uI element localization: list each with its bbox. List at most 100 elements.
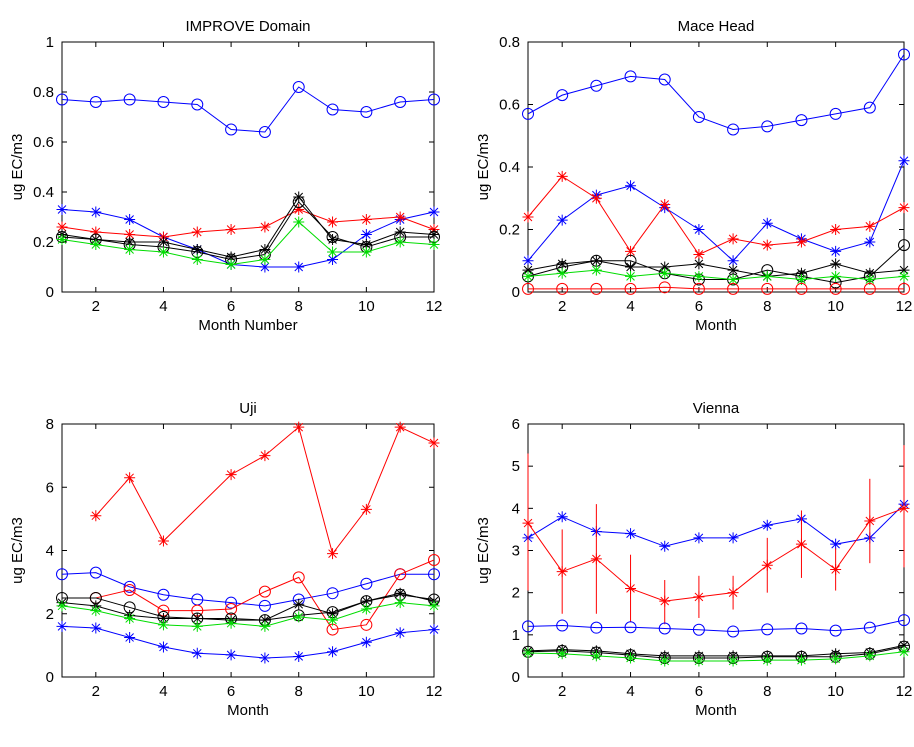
x-axis-label: Month	[227, 702, 269, 719]
data-point-star	[625, 180, 637, 192]
data-point-star	[693, 249, 705, 260]
data-point-star	[898, 639, 910, 651]
data-point-star	[693, 591, 705, 603]
data-point-circle	[692, 111, 705, 123]
x-tick-label: 10	[358, 298, 375, 315]
data-point-star	[124, 244, 136, 255]
data-point-circle	[292, 81, 305, 93]
series-6	[56, 216, 440, 270]
data-point-circle	[360, 577, 373, 590]
data-point-star	[830, 245, 842, 257]
data-point-circle	[326, 587, 339, 600]
data-point-star	[693, 258, 705, 270]
y-axis-label: ug EC/m3	[9, 517, 26, 584]
series-1	[522, 498, 910, 552]
data-point-star	[360, 603, 372, 615]
x-tick-label: 6	[695, 683, 703, 700]
series-line	[527, 175, 905, 256]
plot-frame	[527, 41, 905, 293]
y-tick-label: 0.8	[499, 34, 520, 51]
data-point-star	[327, 614, 339, 626]
data-point-circle	[692, 623, 705, 636]
data-point-star	[761, 519, 773, 531]
y-axis-label: ug EC/m3	[475, 134, 492, 201]
y-tick-label: 0.6	[499, 97, 520, 114]
data-point-star	[625, 652, 637, 664]
data-point-star	[428, 206, 440, 218]
data-point-star	[556, 170, 568, 182]
data-point-circle	[292, 571, 305, 584]
data-point-circle	[727, 625, 740, 638]
data-point-star	[625, 245, 637, 257]
data-point-circle	[590, 282, 603, 295]
data-point-star	[590, 264, 602, 276]
data-point-star	[56, 221, 68, 233]
data-point-circle	[556, 282, 569, 295]
data-point-star	[394, 597, 406, 609]
x-tick-label: 4	[159, 683, 167, 700]
data-point-star	[259, 652, 271, 664]
x-axis-label: Month Number	[198, 317, 297, 334]
data-point-star	[191, 647, 203, 659]
data-point-star	[659, 261, 671, 273]
chart-panel-1: IMPROVE Domain 2 4 6 8 10 12 0 0.2 0.4 0.6 0.8 1 Mont…	[9, 18, 442, 334]
x-tick-label: 12	[896, 683, 913, 700]
data-point-star	[522, 255, 534, 267]
data-point-star	[795, 267, 807, 279]
data-point-circle	[428, 93, 440, 106]
data-point-star	[659, 267, 671, 279]
data-point-circle	[795, 622, 808, 635]
data-point-star	[864, 267, 876, 279]
data-point-star	[556, 566, 568, 578]
data-point-star	[693, 655, 705, 667]
data-point-circle	[225, 123, 238, 136]
data-point-star	[795, 236, 807, 248]
data-point-star	[293, 204, 305, 215]
series-line	[61, 201, 434, 261]
x-tick-label: 6	[227, 298, 235, 315]
data-point-star	[293, 421, 305, 433]
series-line	[527, 54, 905, 131]
series-7	[522, 281, 910, 295]
data-point-star	[522, 517, 534, 529]
data-point-circle	[522, 282, 534, 295]
data-point-star	[191, 612, 203, 624]
y-tick-label: 0.4	[33, 184, 54, 201]
data-point-circle	[829, 624, 842, 637]
data-point-star	[394, 211, 406, 223]
y-tick-label: 0	[512, 669, 520, 686]
series-1	[522, 48, 910, 136]
data-point-star	[259, 620, 271, 632]
data-point-star	[225, 259, 237, 270]
data-point-star	[659, 655, 671, 667]
data-point-star	[157, 612, 169, 624]
data-point-circle	[658, 622, 671, 635]
data-point-star	[556, 258, 568, 270]
data-point-star	[590, 255, 602, 267]
data-point-star	[659, 540, 671, 552]
data-point-star	[898, 646, 910, 658]
data-point-circle	[898, 282, 910, 295]
series-line	[527, 507, 905, 602]
data-point-star	[327, 234, 339, 245]
chart-panel-2: Mace Head 2 4 6 8 10 12 0 0.2 0.4 0.6 0.8 Month ug EC…	[475, 18, 912, 334]
data-point-star	[191, 620, 203, 632]
data-point-star	[191, 226, 203, 238]
data-point-star	[225, 649, 237, 661]
y-tick-label: 6	[512, 416, 520, 433]
data-point-circle	[157, 96, 170, 108]
chart-panel-3: Uji 2 4 6 8 10 12 0 2 4 6 8 Month ug EC/m3	[9, 400, 442, 719]
data-point-star	[761, 239, 773, 251]
data-point-circle	[123, 584, 136, 597]
series-6	[522, 646, 910, 667]
data-point-star	[590, 192, 602, 204]
data-point-star	[727, 655, 739, 667]
data-point-circle	[898, 614, 910, 627]
data-point-circle	[795, 282, 808, 295]
data-point-star	[693, 270, 705, 282]
x-tick-label: 2	[558, 683, 566, 700]
series-line	[527, 269, 905, 281]
series-7	[56, 620, 440, 664]
series-3	[89, 553, 440, 636]
data-point-star	[522, 211, 534, 223]
